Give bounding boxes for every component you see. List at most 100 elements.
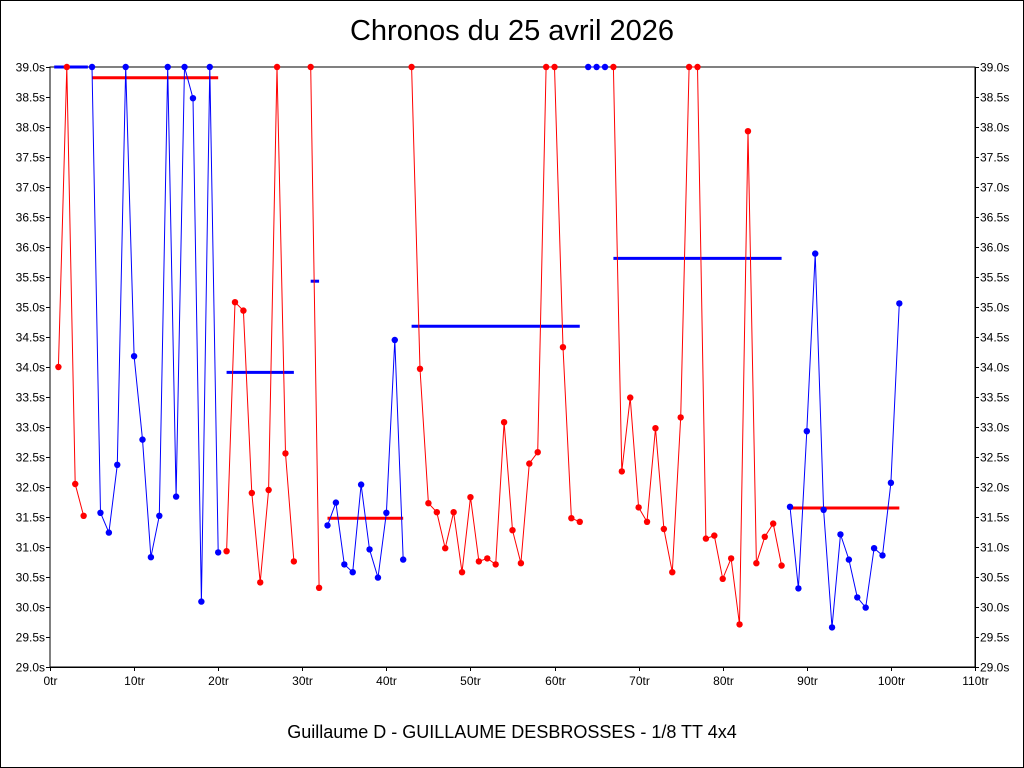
y-tick-label: 32.0s [16, 481, 45, 495]
x-tick-label: 80tr [713, 674, 734, 688]
data-point [492, 561, 499, 568]
data-point [542, 63, 550, 71]
data-point [374, 574, 382, 581]
data-point [736, 621, 743, 628]
data-point [635, 504, 642, 511]
data-point [72, 480, 79, 488]
y-tick-label: 34.0s [980, 361, 1009, 375]
data-point [870, 545, 878, 552]
y-tick-label: 36.5s [16, 211, 45, 225]
y-tick-label: 36.5s [980, 211, 1009, 225]
average-lines [54, 65, 900, 520]
data-point [408, 63, 415, 71]
y-tick-label: 37.0s [980, 181, 1009, 195]
data-point [366, 546, 373, 553]
y-tick-label: 29.0s [980, 661, 1009, 675]
data-point [517, 560, 525, 567]
data-point [442, 545, 449, 552]
data-point [854, 594, 861, 601]
data-point [711, 532, 718, 539]
x-tick-label: 0tr [43, 674, 57, 688]
data-point [601, 63, 609, 71]
y-tick-label: 37.5s [16, 151, 45, 165]
y-tick-label: 38.0s [980, 121, 1009, 135]
x-tick-label: 20tr [208, 674, 229, 688]
series-line [327, 339, 404, 578]
data-point [273, 63, 281, 71]
data-point [719, 575, 726, 582]
axes [49, 66, 976, 668]
y-tick-label: 31.0s [16, 541, 45, 555]
data-point [450, 509, 457, 516]
data-point [627, 394, 634, 401]
data-point [652, 425, 659, 432]
data-point [248, 489, 256, 497]
data-point [240, 307, 247, 314]
y-tick-label: 38.0s [16, 121, 45, 135]
data-point [122, 63, 129, 71]
y-tick-label: 39.0s [16, 61, 45, 75]
x-tick-label: 100tr [878, 674, 905, 688]
data-point [568, 515, 575, 522]
data-point [114, 461, 121, 468]
data-point [837, 531, 844, 538]
x-tick-label: 70tr [629, 674, 650, 688]
data-point [786, 503, 794, 510]
data-point [475, 558, 483, 565]
y-tick-label: 29.5s [16, 631, 45, 645]
y-tick-label: 31.0s [980, 541, 1009, 555]
y-tick-label: 37.5s [980, 151, 1009, 165]
data-point [727, 555, 735, 562]
data-point [753, 560, 760, 567]
data-point [139, 436, 146, 443]
y-tick-label: 32.5s [16, 451, 45, 465]
y-tick-label: 35.0s [16, 301, 45, 315]
data-point [130, 353, 138, 360]
y-tick-label: 31.5s [980, 511, 1009, 525]
data-point [576, 518, 583, 525]
data-point [324, 522, 331, 529]
data-point [231, 299, 239, 306]
series-line [310, 66, 320, 588]
data-points [55, 63, 903, 631]
data-point [769, 520, 777, 527]
data-point [206, 63, 213, 71]
y-tick-label: 30.5s [980, 571, 1009, 585]
data-point [509, 527, 516, 534]
data-point [341, 561, 348, 568]
data-point [845, 556, 853, 563]
y-tick-label: 35.5s [16, 271, 45, 285]
y-tick-label: 38.5s [16, 91, 45, 105]
data-point [282, 450, 289, 457]
data-point [803, 428, 811, 435]
y-tick-label: 36.0s [980, 241, 1009, 255]
y-tick-label: 36.0s [16, 241, 45, 255]
data-point [88, 63, 96, 71]
data-point [383, 509, 390, 516]
data-point [500, 419, 508, 426]
data-point [879, 552, 886, 559]
y-tick-label: 34.5s [16, 331, 45, 345]
y-tick-label: 35.0s [980, 301, 1009, 315]
data-point [332, 499, 340, 506]
y-tick-labels-left: 29.0s 29.5s 30.0s 30.5s 31.0s 31.5s 32.0s 32.5s… [16, 61, 45, 675]
x-tick-label: 30tr [292, 674, 313, 688]
data-point [357, 481, 365, 488]
data-point [147, 554, 155, 561]
data-point [349, 569, 356, 576]
series-line [57, 66, 85, 516]
series-line [91, 66, 219, 602]
y-tick-label: 31.5s [16, 511, 45, 525]
chart-subtitle: Guillaume D - GUILLAUME DESBROSSES - 1/8… [287, 722, 737, 742]
data-point [551, 63, 558, 71]
y-tick-label: 34.0s [16, 361, 45, 375]
y-tick-label: 30.5s [16, 571, 45, 585]
y-tick-label: 34.5s [980, 331, 1009, 345]
data-point [223, 548, 230, 555]
data-point [643, 518, 651, 525]
data-point [425, 500, 432, 507]
y-tick-label: 29.5s [980, 631, 1009, 645]
y-tick-label: 30.0s [980, 601, 1009, 615]
